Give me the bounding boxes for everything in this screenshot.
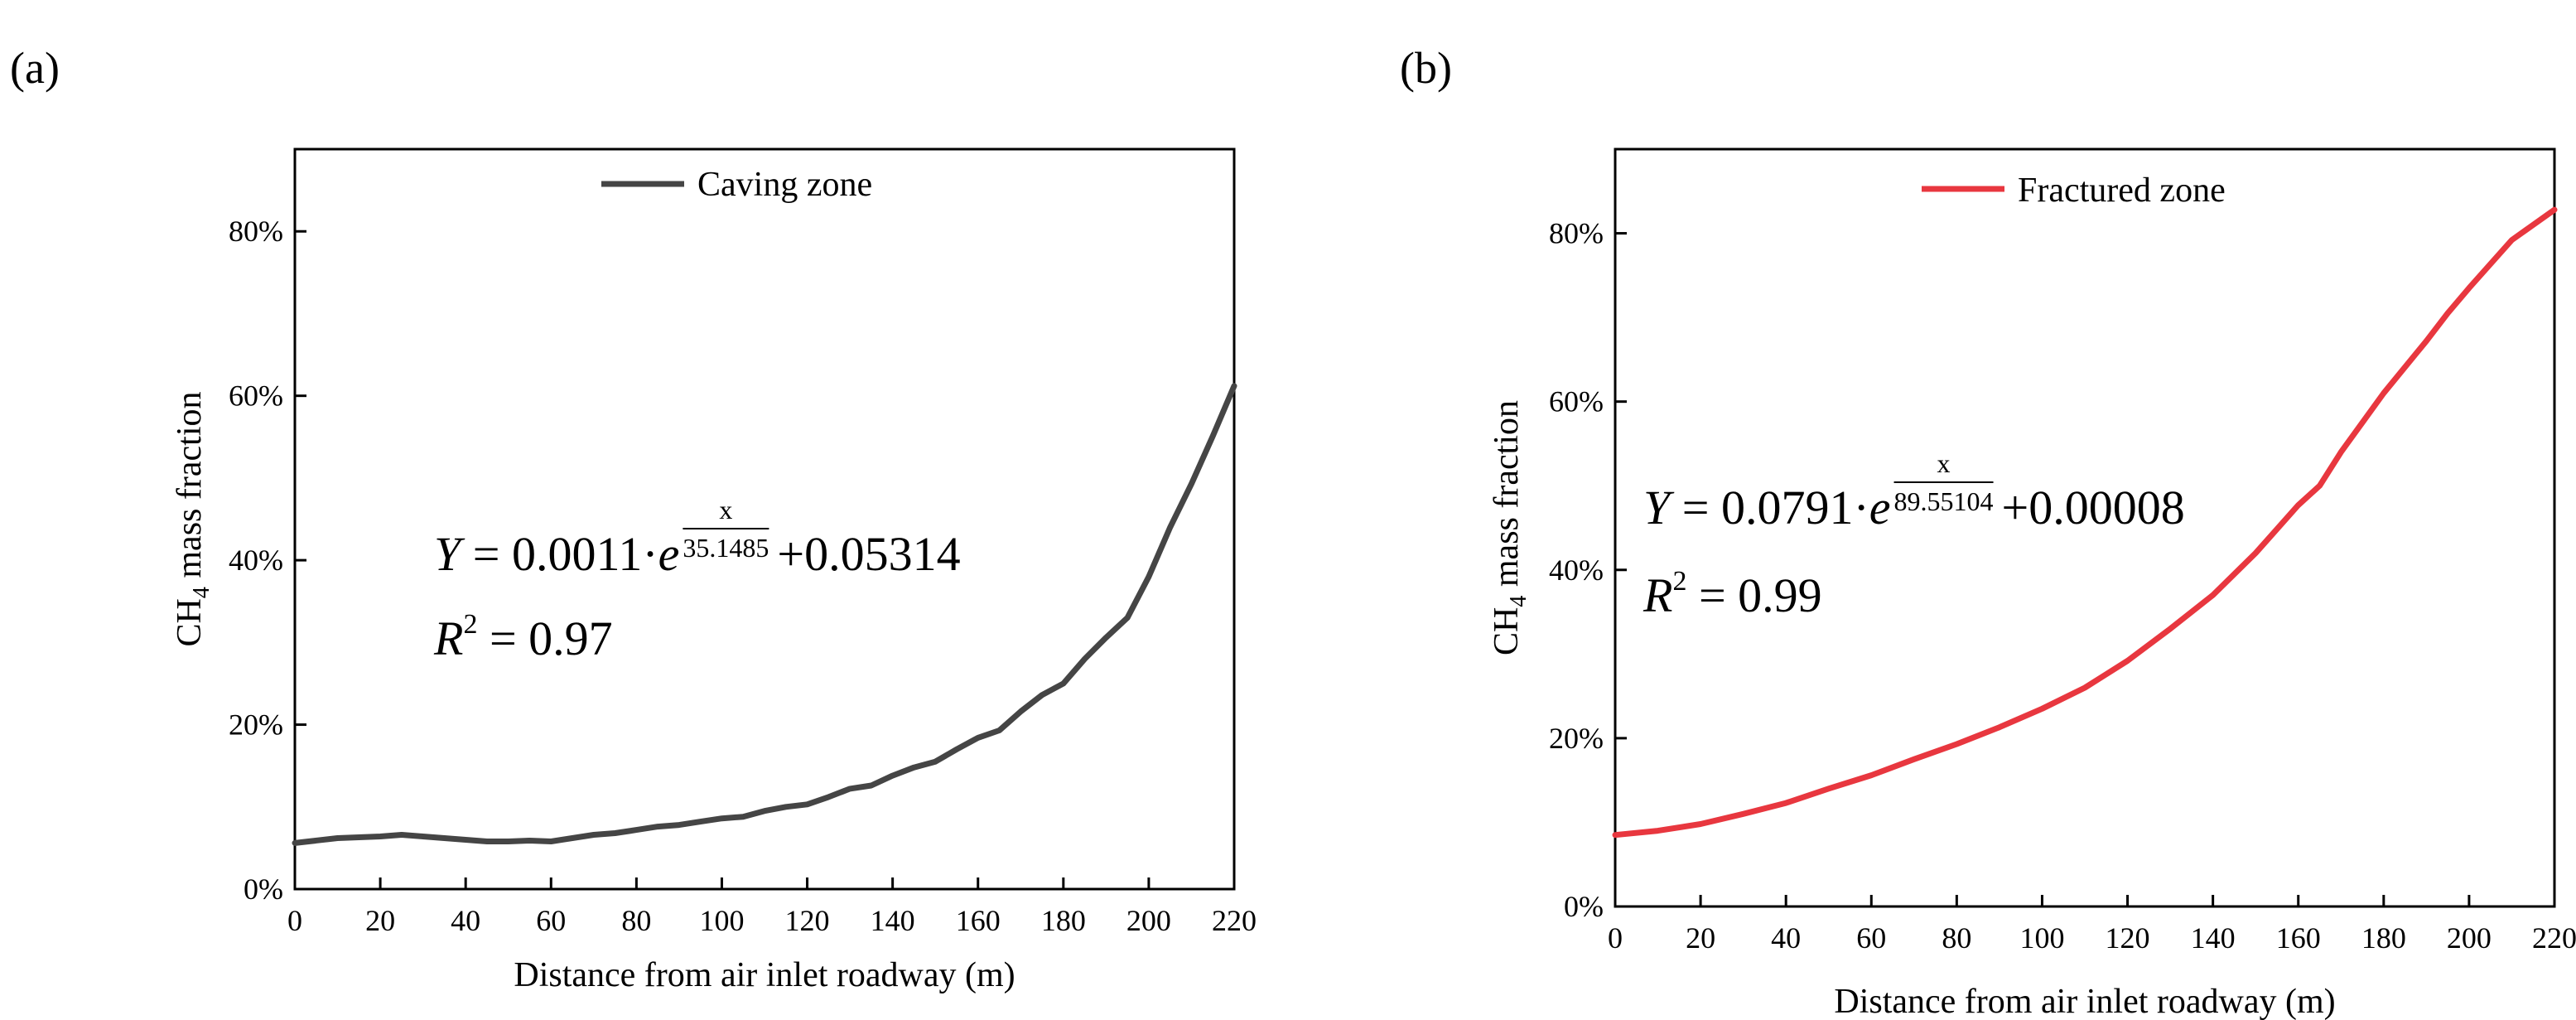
exponent-denominator: 35.1485	[683, 533, 769, 563]
chart-panel-a: (a) 0 20 40 60 80 100 120 140 160 180 200 220 0% 20% 40…	[10, 43, 1257, 994]
chart-panel-b: (b) 0 20 40 60 80 100 120 140 160 180 200 220 0% 20% 40…	[1400, 43, 2576, 1020]
x-tick-label: 160	[956, 904, 1001, 937]
y-tick-label: 60%	[229, 379, 283, 413]
fit-equation: Y = 0.0791·e	[1643, 481, 1891, 534]
y-axis-label-main: CH	[1488, 607, 1526, 655]
x-tick-label: 40	[451, 904, 480, 937]
y-tick-label: 20%	[1549, 722, 1604, 755]
legend-label: Caving zone	[697, 166, 872, 204]
equation-base: e	[1869, 481, 1891, 534]
x-tick-label: 220	[2532, 921, 2576, 955]
x-tick-label: 100	[699, 904, 744, 937]
series-line	[1612, 206, 2558, 839]
x-tick-label: 60	[1856, 921, 1886, 955]
series-line	[292, 383, 1237, 846]
equation-lhs: Y	[434, 527, 466, 581]
x-tick-label: 180	[2361, 921, 2406, 955]
r-squared: R2 = 0.97	[433, 609, 613, 665]
equation-eq: = 0.0011·	[461, 527, 658, 581]
y-axis-label: CH4 mass fraction	[171, 392, 215, 647]
legend-label: Fractured zone	[2018, 172, 2226, 210]
x-tick-label: 0	[1608, 921, 1623, 955]
y-axis-label-main: CH	[171, 598, 209, 646]
r-squared-value: = 0.97	[477, 612, 612, 665]
x-tick-label: 40	[1771, 921, 1801, 955]
equation-eq: = 0.0791·	[1670, 481, 1869, 534]
x-axis-label: Distance from air inlet roadway (m)	[514, 956, 1015, 994]
y-tick-label: 0%	[1564, 890, 1604, 923]
x-tick-label: 20	[365, 904, 395, 937]
y-tick-label: 40%	[229, 544, 283, 577]
equation-lhs: Y	[1643, 481, 1675, 534]
r-squared-lhs: R	[433, 612, 463, 665]
x-tick-label: 120	[785, 904, 830, 937]
y-tick-label: 80%	[229, 215, 283, 248]
x-tick-label: 80	[1942, 921, 1971, 955]
x-tick-label: 160	[2276, 921, 2321, 955]
y-axis-label-subscript: 4	[189, 587, 215, 598]
y-axis-label-rest: mass fraction	[1488, 400, 1526, 596]
r-squared-superscript: 2	[463, 609, 477, 640]
plot-frame	[1614, 147, 2556, 908]
x-tick-label: 120	[2106, 921, 2150, 955]
x-tick-label: 140	[871, 904, 915, 937]
x-tick-label: 60	[536, 904, 566, 937]
x-tick-label: 200	[1126, 904, 1171, 937]
x-axis-label: Distance from air inlet roadway (m)	[1834, 983, 2335, 1020]
equation-tail: +0.05314	[777, 527, 960, 581]
y-tick-label: 20%	[229, 708, 283, 742]
x-tick-label: 100	[2019, 921, 2064, 955]
x-tick-label: 200	[2447, 921, 2492, 955]
x-tick-label: 0	[287, 904, 302, 937]
exponent-denominator: 89.55104	[1894, 486, 1994, 516]
equation-tail: +0.00008	[2002, 481, 2185, 534]
x-tick-label: 180	[1041, 904, 1086, 937]
y-axis-label-rest: mass fraction	[171, 392, 209, 587]
y-axis-label-subscript: 4	[1506, 596, 1532, 607]
x-tick-label: 140	[2191, 921, 2236, 955]
y-tick-label: 40%	[1549, 554, 1604, 587]
fit-equation: Y = 0.0011·e	[434, 527, 679, 581]
y-axis-label: CH4 mass fraction	[1488, 400, 1532, 655]
r-squared-lhs: R	[1643, 568, 1672, 622]
equation-base: e	[658, 527, 680, 581]
y-tick-label: 0%	[244, 873, 283, 906]
panel-label: (a)	[10, 43, 60, 93]
panel-label: (b)	[1400, 43, 1452, 93]
r-squared-superscript: 2	[1672, 566, 1686, 597]
r-squared-value: = 0.99	[1686, 568, 1821, 622]
x-tick-label: 20	[1686, 921, 1715, 955]
x-tick-label: 80	[621, 904, 651, 937]
plot-frame	[293, 147, 1236, 891]
exponent-numerator: x	[1937, 448, 1951, 478]
exponent-numerator: x	[719, 495, 732, 525]
r-squared: R2 = 0.99	[1643, 566, 1822, 622]
y-tick-label: 60%	[1549, 385, 1604, 418]
y-tick-label: 80%	[1549, 217, 1604, 250]
x-tick-label: 220	[1212, 904, 1257, 937]
